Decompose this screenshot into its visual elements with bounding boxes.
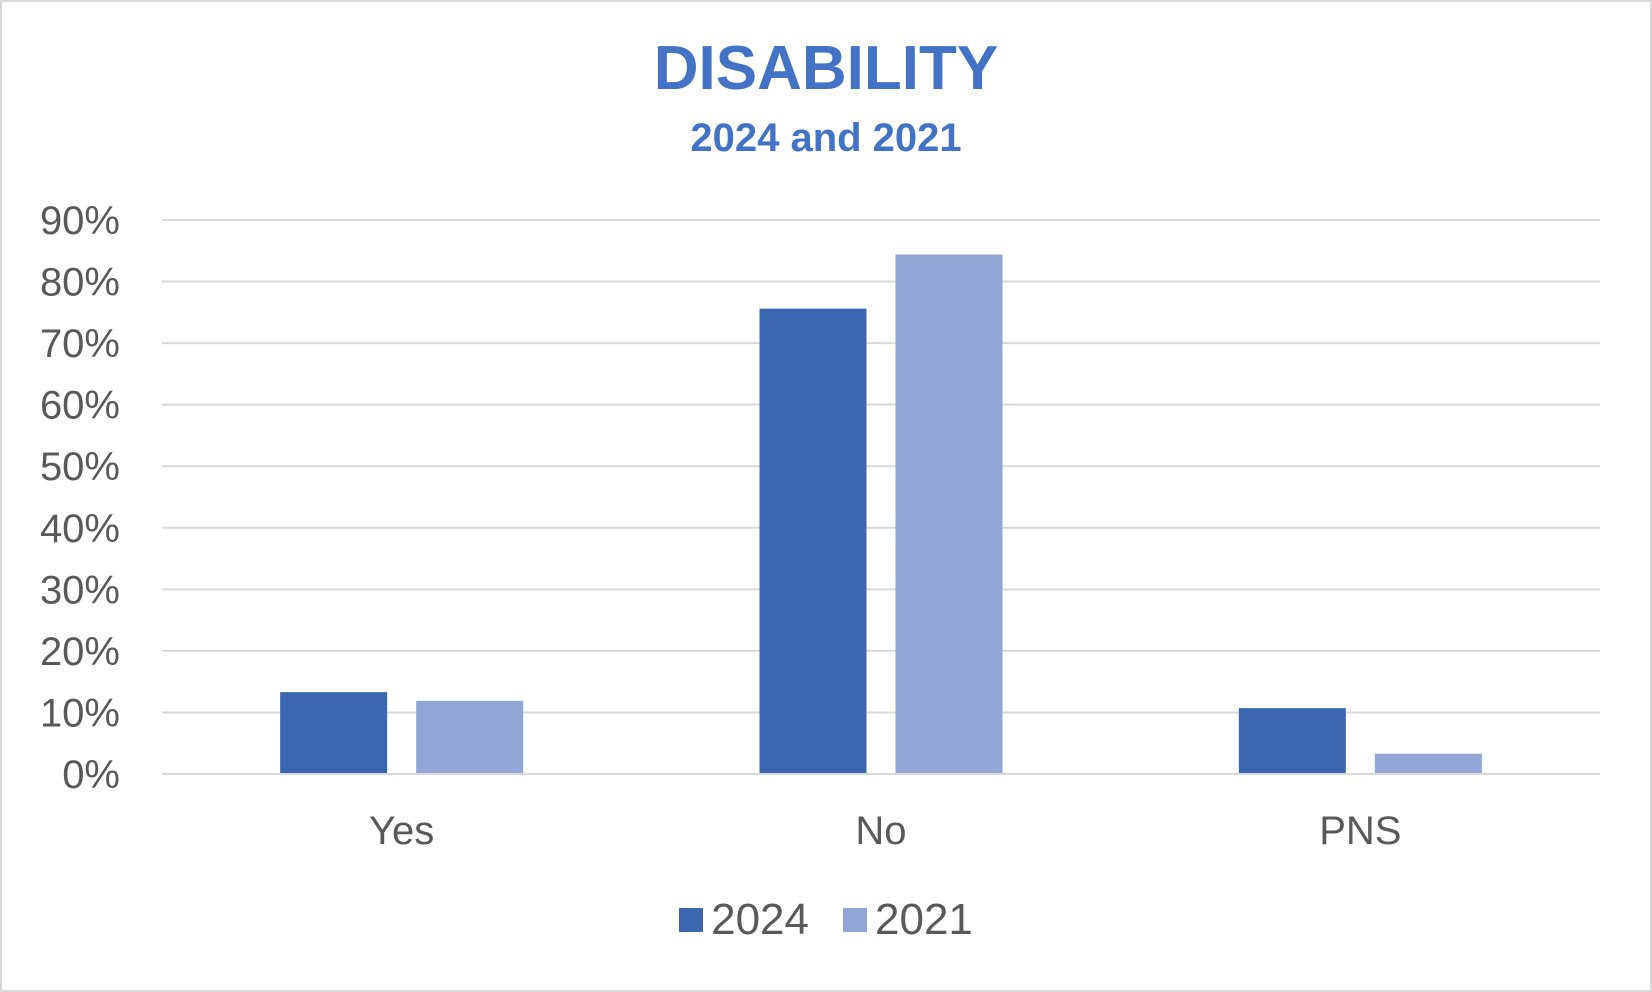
- legend-swatch-2021: [843, 908, 867, 932]
- bar-2024-yes: [280, 692, 388, 774]
- y-tick-label: 90%: [40, 199, 120, 243]
- bar-2021-pns: [1374, 753, 1482, 774]
- legend-swatch-2024: [679, 908, 704, 932]
- chart-title: DISABILITY: [653, 34, 999, 103]
- legend-item-2021: 2021: [843, 898, 973, 942]
- x-tick-label-no: No: [855, 809, 906, 853]
- y-tick-label: 70%: [40, 322, 120, 366]
- chart-subtitle: 2024 and 2021: [690, 116, 962, 160]
- legend-label-2024: 2024: [711, 895, 809, 944]
- y-tick-label: 60%: [40, 384, 120, 428]
- bar-2021-yes: [416, 700, 524, 774]
- x-tick-label-yes: Yes: [369, 809, 434, 853]
- y-tick-label: 0%: [62, 753, 120, 797]
- legend-label-2021: 2021: [875, 895, 973, 944]
- legend: 2024 2021: [2, 898, 1650, 942]
- y-tick-label: 80%: [40, 261, 120, 305]
- bar-2024-pns: [1238, 708, 1346, 774]
- y-tick-label: 40%: [40, 507, 120, 551]
- legend-item-2024: 2024: [679, 898, 809, 942]
- y-tick-label: 50%: [40, 445, 120, 489]
- y-tick-label: 10%: [40, 691, 120, 735]
- y-tick-label: 20%: [40, 630, 120, 674]
- bar-2021-no: [895, 254, 1003, 774]
- y-tick-label: 30%: [40, 568, 120, 612]
- x-tick-label-pns: PNS: [1319, 809, 1401, 853]
- bar-2024-no: [759, 308, 867, 774]
